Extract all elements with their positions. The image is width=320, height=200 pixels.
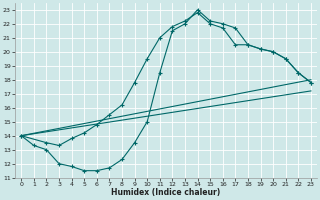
X-axis label: Humidex (Indice chaleur): Humidex (Indice chaleur) [111, 188, 221, 197]
